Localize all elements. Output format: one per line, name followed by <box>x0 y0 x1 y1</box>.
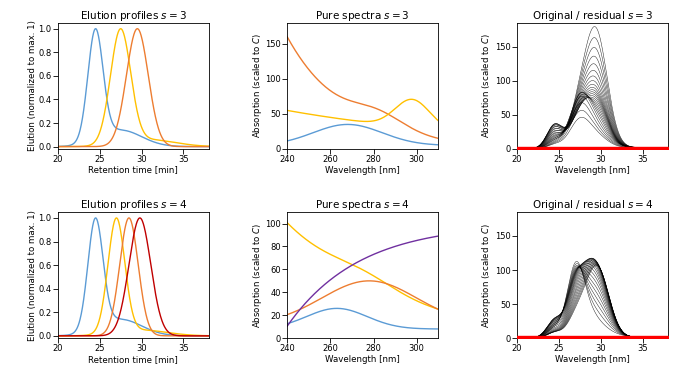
X-axis label: Retention time [min]: Retention time [min] <box>88 355 178 364</box>
Y-axis label: Elution (normalized to max. 1): Elution (normalized to max. 1) <box>28 21 37 151</box>
Y-axis label: Absorption (scaled to $C$): Absorption (scaled to $C$) <box>251 223 264 328</box>
Y-axis label: Absorption (scaled to $C$): Absorption (scaled to $C$) <box>481 223 494 328</box>
Title: Elution profiles $s = 3$: Elution profiles $s = 3$ <box>80 9 186 23</box>
Y-axis label: Absorption (scaled to $C$): Absorption (scaled to $C$) <box>251 33 264 138</box>
X-axis label: Wavelength [nm]: Wavelength [nm] <box>325 166 400 174</box>
Title: Pure spectra $s = 3$: Pure spectra $s = 3$ <box>315 9 410 23</box>
X-axis label: Wavelength [nm]: Wavelength [nm] <box>325 355 400 364</box>
X-axis label: Wavelength [nm]: Wavelength [nm] <box>555 166 630 174</box>
X-axis label: Wavelength [nm]: Wavelength [nm] <box>555 355 630 364</box>
Title: Elution profiles $s = 4$: Elution profiles $s = 4$ <box>79 198 186 212</box>
Title: Pure spectra $s = 4$: Pure spectra $s = 4$ <box>315 198 410 212</box>
Title: Original / residual $s = 3$: Original / residual $s = 3$ <box>532 9 653 23</box>
X-axis label: Retention time [min]: Retention time [min] <box>88 166 178 174</box>
Title: Original / residual $s = 4$: Original / residual $s = 4$ <box>532 198 653 212</box>
Y-axis label: Absorption (scaled to $C$): Absorption (scaled to $C$) <box>481 33 494 138</box>
Y-axis label: Elution (normalized to max. 1): Elution (normalized to max. 1) <box>28 210 37 340</box>
